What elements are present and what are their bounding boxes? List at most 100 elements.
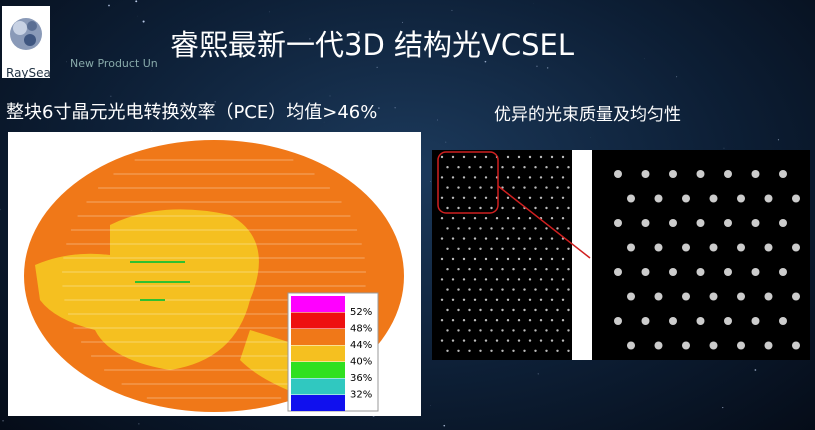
- beam-image: [432, 150, 810, 360]
- small-dot: [446, 308, 449, 312]
- small-dot: [567, 206, 570, 210]
- big-dot: [792, 194, 800, 203]
- big-dot: [792, 243, 800, 252]
- small-dot: [517, 257, 521, 261]
- small-dot: [479, 227, 482, 230]
- small-dot: [440, 155, 444, 159]
- small-dot: [457, 288, 460, 291]
- big-dot: [641, 219, 650, 227]
- big-dot: [654, 341, 663, 350]
- small-dot: [468, 349, 471, 352]
- beam-dots: [440, 155, 800, 352]
- small-dot: [523, 308, 526, 312]
- title: 睿熙最新一代3D 结构光VCSEL: [170, 28, 574, 62]
- small-dot: [473, 176, 477, 179]
- left-heading: 整块6寸晶元光电转换效率（PCE）均值>46%: [6, 102, 378, 123]
- big-dot: [614, 219, 622, 227]
- small-dot: [446, 268, 449, 271]
- small-dot: [468, 247, 471, 250]
- legend-swatch: [291, 362, 345, 378]
- small-dot: [534, 227, 537, 230]
- small-dot: [534, 268, 537, 271]
- big-dot: [724, 170, 732, 178]
- legend-swatch: [291, 345, 345, 362]
- small-dot: [561, 339, 565, 342]
- small-dot: [512, 268, 515, 271]
- small-dot: [495, 298, 499, 301]
- legend-swatch: [291, 329, 345, 345]
- big-dot: [751, 317, 760, 325]
- small-dot: [462, 257, 466, 261]
- small-dot: [550, 298, 554, 301]
- star: [722, 407, 724, 409]
- zoom-line: [497, 185, 591, 259]
- star: [536, 65, 538, 68]
- small-dot: [495, 217, 499, 220]
- small-dot: [528, 257, 532, 261]
- legend-swatch: [291, 378, 345, 395]
- small-dot: [468, 206, 471, 210]
- star: [445, 141, 447, 143]
- small-dot: [451, 155, 455, 159]
- big-dot: [614, 268, 622, 276]
- legend-items: 52% 48% 44% 40% 36% 32%: [291, 296, 372, 411]
- small-dot: [567, 288, 570, 291]
- small-dot: [556, 288, 559, 291]
- star: [10, 105, 12, 106]
- small-dot: [539, 319, 543, 322]
- small-dot: [528, 339, 532, 342]
- small-dot: [523, 349, 526, 352]
- small-dot: [561, 278, 565, 281]
- small-dot: [517, 176, 521, 179]
- small-dot: [479, 166, 482, 169]
- small-dot: [545, 186, 548, 189]
- small-dot: [561, 298, 565, 301]
- small-dot: [501, 227, 504, 230]
- big-dot: [669, 317, 677, 325]
- star: [329, 95, 331, 97]
- small-dot: [468, 268, 471, 271]
- small-dot: [457, 349, 460, 352]
- big-dot: [724, 268, 732, 276]
- small-dot: [501, 268, 504, 271]
- small-dot: [490, 247, 493, 250]
- small-dot: [440, 237, 444, 240]
- small-dot: [534, 288, 537, 291]
- small-dot: [473, 237, 477, 240]
- small-dot: [567, 186, 570, 189]
- small-dot: [550, 196, 554, 199]
- logo-mark: [10, 18, 42, 50]
- star: [66, 61, 67, 63]
- small-dot: [484, 257, 488, 261]
- small-dot: [440, 339, 444, 342]
- star: [430, 180, 431, 182]
- legend-label: 32%: [350, 390, 372, 401]
- big-dot: [641, 317, 650, 325]
- small-dot: [506, 155, 510, 159]
- big-dot: [737, 292, 745, 301]
- small-dot: [539, 155, 543, 159]
- small-dot: [556, 329, 559, 332]
- small-dot: [495, 278, 499, 281]
- small-dot: [512, 186, 515, 189]
- big-dot: [654, 194, 663, 203]
- small-dot: [556, 186, 559, 189]
- small-dot: [545, 288, 548, 291]
- small-dot: [534, 329, 537, 332]
- small-dot: [446, 206, 449, 210]
- big-dot: [696, 170, 705, 178]
- star: [437, 119, 439, 121]
- star: [535, 32, 537, 34]
- small-dot: [506, 217, 510, 220]
- small-dot: [446, 349, 449, 352]
- small-dot: [534, 349, 537, 352]
- big-dot: [779, 268, 787, 276]
- small-dot: [539, 298, 543, 301]
- small-dot: [523, 288, 526, 291]
- small-dot: [534, 186, 537, 189]
- big-dot: [641, 170, 650, 178]
- small-dot: [457, 206, 460, 210]
- small-dot: [534, 247, 537, 250]
- legend-swatch: [291, 395, 345, 411]
- small-dot: [479, 308, 482, 312]
